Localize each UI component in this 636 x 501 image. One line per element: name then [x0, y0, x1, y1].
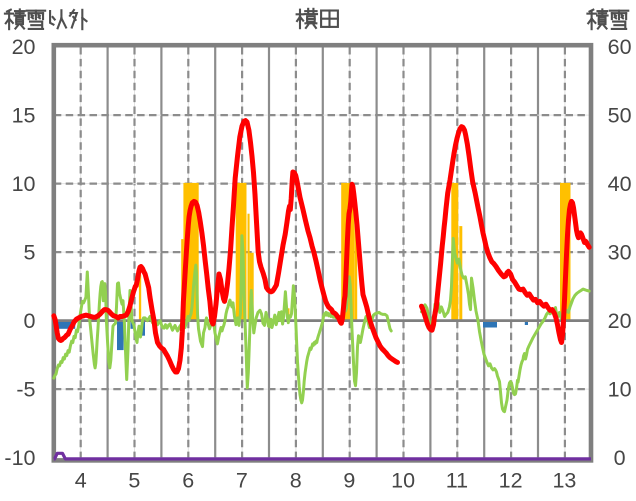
svg-text:6: 6 [182, 468, 194, 492]
svg-text:13: 13 [552, 468, 576, 492]
svg-text:0: 0 [24, 309, 36, 333]
svg-text:40: 40 [608, 172, 632, 196]
svg-text:20: 20 [12, 35, 36, 59]
svg-text:10: 10 [391, 468, 415, 492]
svg-text:-5: -5 [16, 378, 35, 402]
svg-text:0: 0 [614, 446, 626, 470]
svg-text:10: 10 [608, 378, 632, 402]
svg-text:11: 11 [446, 468, 468, 492]
svg-text:12: 12 [499, 468, 523, 492]
svg-text:7: 7 [236, 468, 248, 492]
svg-text:4: 4 [75, 468, 87, 492]
svg-text:60: 60 [608, 35, 632, 59]
svg-text:5: 5 [128, 468, 140, 492]
svg-text:10: 10 [12, 172, 36, 196]
svg-text:8: 8 [290, 468, 302, 492]
svg-text:-10: -10 [4, 446, 35, 470]
svg-text:20: 20 [608, 309, 632, 333]
svg-text:15: 15 [12, 104, 36, 128]
svg-text:30: 30 [608, 241, 632, 265]
svg-text:9: 9 [343, 468, 355, 492]
svg-text:50: 50 [608, 104, 632, 128]
svg-text:5: 5 [24, 241, 36, 265]
